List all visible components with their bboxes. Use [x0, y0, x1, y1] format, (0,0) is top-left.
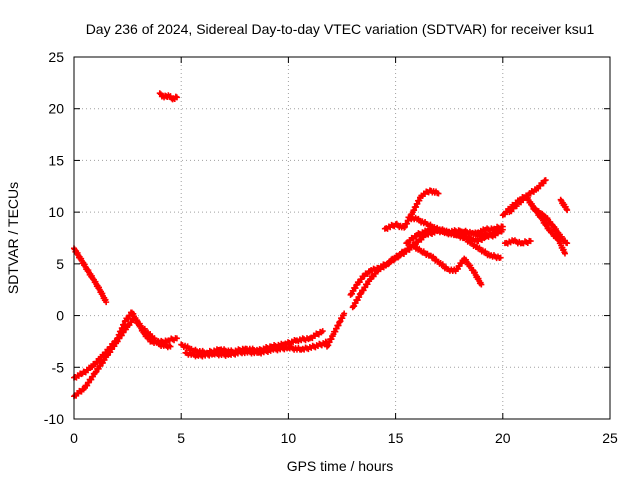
- series-arc-7: [323, 310, 348, 350]
- data-point: [478, 281, 485, 288]
- data-point: [435, 190, 442, 197]
- data-point: [173, 335, 180, 342]
- y-tick-label: 5: [56, 256, 64, 272]
- data-point: [167, 343, 174, 350]
- y-axis-label: SDTVAR / TECUs: [5, 182, 21, 294]
- data-point: [122, 326, 129, 333]
- chart-title: Day 236 of 2024, Sidereal Day-to-day VTE…: [86, 21, 595, 37]
- plot-frame: [73, 56, 611, 420]
- series-arc-1: [71, 245, 110, 306]
- x-tick-label: 5: [177, 430, 185, 446]
- series-arc-19: [474, 223, 506, 237]
- series-arc-9: [349, 227, 504, 311]
- data-point: [527, 238, 534, 245]
- x-tick-label: 0: [70, 430, 78, 446]
- data-point: [564, 207, 571, 214]
- x-axis-label: GPS time / hours: [287, 458, 394, 474]
- series-arc-4: [156, 90, 180, 103]
- data-point: [499, 223, 506, 230]
- y-tick-label: 15: [48, 152, 64, 168]
- data-point: [564, 240, 571, 247]
- y-tick-label: -5: [52, 359, 65, 375]
- x-tick-label: 25: [602, 430, 618, 446]
- y-tick-label: -10: [44, 411, 64, 427]
- series-arc-17: [529, 202, 568, 257]
- data-point: [561, 250, 568, 257]
- data-point: [103, 299, 110, 306]
- x-tick-label: 10: [281, 430, 297, 446]
- series-arc-10: [381, 187, 442, 232]
- data-point: [542, 177, 549, 184]
- data-points: [71, 90, 571, 400]
- y-tick-label: 20: [48, 101, 64, 117]
- series-arc-3: [71, 315, 174, 400]
- series-arc-16: [501, 237, 534, 247]
- x-tick-label: 15: [388, 430, 404, 446]
- data-point: [173, 94, 180, 101]
- axis-ticks: 0 5 10 15 20 25 -10 -5 0 5 10 15 20 25: [44, 49, 618, 446]
- data-point: [319, 328, 326, 335]
- data-point: [540, 180, 547, 187]
- y-tick-label: 25: [48, 49, 64, 65]
- y-tick-label: 0: [56, 308, 64, 324]
- series-arc-12: [401, 241, 485, 288]
- data-point: [156, 90, 163, 97]
- data-point: [341, 310, 348, 317]
- y-tick-label: 10: [48, 204, 64, 220]
- series-arc-18: [557, 196, 571, 214]
- x-tick-label: 20: [495, 430, 511, 446]
- data-point: [497, 254, 504, 261]
